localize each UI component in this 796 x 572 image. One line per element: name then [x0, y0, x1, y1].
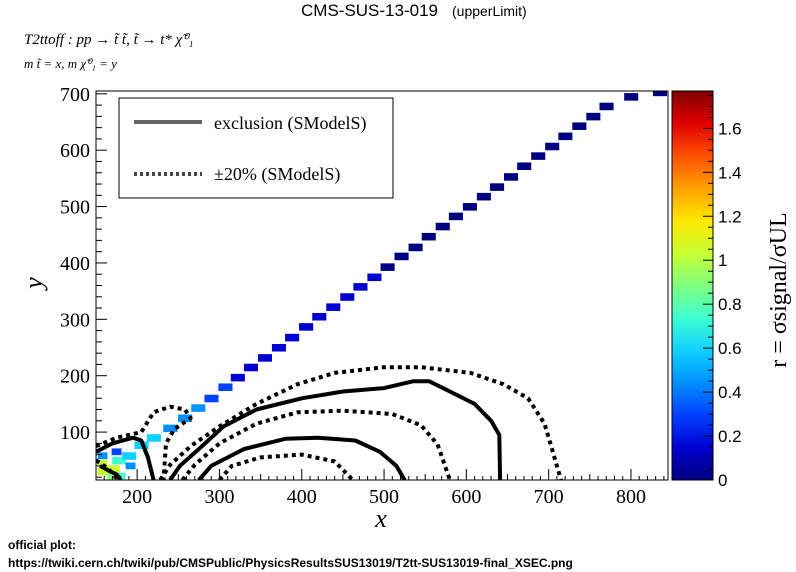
band-contour	[96, 458, 120, 480]
z-tick-label: 0.8	[718, 295, 742, 314]
heatmap-cell	[326, 303, 341, 311]
heatmap-cell	[586, 112, 601, 121]
chart-subtitle: (upperLimit)	[452, 3, 527, 19]
heatmap-cell	[408, 243, 423, 252]
heatmap-cell	[204, 394, 219, 403]
z-tick-label: 1.4	[718, 163, 742, 182]
footer-url[interactable]: https://twiki.cern.ch/twiki/pub/CMSPubli…	[8, 556, 573, 570]
heatmap-cell	[111, 448, 122, 456]
footer-label: official plot:	[8, 538, 76, 552]
contour-lines	[96, 365, 563, 480]
band-contour	[158, 365, 563, 480]
heatmap-cell	[112, 456, 127, 465]
heatmap-cell	[531, 152, 546, 160]
heatmap-cell	[299, 323, 314, 331]
legend-entry-exclusion: exclusion (SModelS)	[214, 113, 367, 134]
heatmap-cell	[191, 404, 206, 412]
y-axis: 100 200 300 400 500 600 700	[60, 84, 107, 478]
band-contour	[180, 408, 452, 480]
heatmap-cell	[243, 363, 259, 372]
legend-box	[118, 97, 394, 199]
z-tick-label: 0.2	[718, 427, 742, 446]
exclusion-contour	[96, 435, 156, 480]
exclusion-contour	[197, 435, 407, 480]
mass-label: m t̃ = x, m χ̃⁰₁ = y	[24, 56, 117, 71]
heatmap-cell	[163, 424, 178, 433]
heatmap-cell	[340, 293, 355, 301]
legend: exclusion (SModelS) ±20% (SModelS)	[118, 97, 394, 199]
heatmap-cell	[504, 173, 519, 181]
heatmap-cell	[97, 452, 108, 460]
heatmap-cell	[421, 232, 436, 241]
heatmap-cell	[448, 212, 463, 221]
heatmap-cell	[380, 263, 395, 271]
x-tick-label: 400	[287, 486, 317, 508]
heatmap-cell	[218, 383, 233, 392]
z-tick-label: 0.6	[718, 339, 742, 358]
heatmap-cell	[271, 343, 287, 352]
heatmap-cell	[122, 452, 137, 460]
y-tick-label: 500	[60, 197, 90, 219]
heatmap-cell	[599, 102, 614, 111]
heatmap-cell	[125, 462, 136, 470]
exclusion-contour	[168, 379, 503, 480]
z-tick-label: 1.6	[718, 119, 742, 138]
y-tick-label: 300	[60, 309, 90, 331]
x-tick-label: 600	[451, 486, 481, 508]
heatmap-cell	[146, 434, 161, 442]
x-axis: 200 300 400 500 600 700 800	[95, 469, 665, 508]
heatmap-cell	[353, 283, 368, 291]
y-tick-label: 100	[60, 422, 90, 444]
heatmap-cell	[558, 132, 573, 141]
heatmap-cell	[572, 122, 587, 130]
band-contour	[96, 404, 193, 480]
heatmap-cell	[624, 93, 639, 101]
heatmap-cell	[545, 142, 560, 151]
heatmap-cell	[435, 222, 450, 231]
y-tick-label: 700	[60, 84, 90, 106]
y-axis-label: y	[19, 277, 48, 292]
heatmap-cell	[476, 192, 491, 201]
x-tick-label: 500	[369, 486, 399, 508]
y-tick-label: 200	[60, 366, 90, 388]
y-tick-label: 400	[60, 253, 90, 275]
heatmap-cell	[257, 354, 273, 362]
x-tick-label: 300	[204, 486, 234, 508]
heatmap-cell	[517, 162, 532, 171]
heatmap-cell	[394, 252, 409, 261]
x-axis-label: x	[374, 504, 387, 533]
color-bar	[671, 90, 714, 481]
legend-entry-band: ±20% (SModelS)	[214, 164, 340, 185]
x-tick-label: 800	[616, 486, 646, 508]
z-tick-label: 1.2	[718, 207, 742, 226]
x-tick-label: 200	[122, 486, 152, 508]
color-bar-axis: 0 0.2 0.4 0.6 0.8 1 1.2 1.4 1.6	[703, 94, 742, 490]
heatmap-cell	[462, 203, 477, 211]
z-tick-label: 0.4	[718, 383, 742, 402]
z-tick-label: 0	[718, 471, 727, 490]
z-tick-label: 1	[718, 251, 727, 270]
heatmap-cell	[97, 459, 108, 467]
heatmap-cell	[312, 312, 327, 321]
color-bar-label: r = σsignal/σUL	[766, 212, 792, 367]
y-tick-label: 600	[60, 140, 90, 162]
heatmap-cell	[490, 183, 505, 191]
process-label: T2ttoff : pp → t̃ t̃, t̃ → t* χ̃⁰₁	[24, 32, 194, 48]
heatmap-cell	[178, 414, 193, 423]
heatmap-cell	[105, 465, 120, 473]
chart-title: CMS-SUS-13-019	[301, 1, 438, 20]
x-tick-label: 700	[534, 486, 564, 508]
heatmap-cell	[285, 333, 300, 342]
heatmap-cell	[652, 91, 668, 97]
heatmap-cell	[97, 468, 112, 476]
heatmap-cell	[367, 273, 382, 282]
heatmap-cell	[230, 373, 245, 382]
